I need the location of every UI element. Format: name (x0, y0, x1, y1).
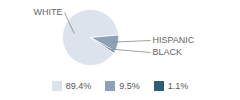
svg-text:BLACK: BLACK (153, 47, 183, 57)
html-text:89.4%: 89.4% (65, 81, 92, 91)
svg-text:WHITE: WHITE (34, 7, 63, 17)
html-text:9.5%: 9.5% (119, 81, 140, 91)
svg-text:HISPANIC: HISPANIC (153, 35, 195, 45)
html-text:1.1%: 1.1% (167, 81, 189, 91)
